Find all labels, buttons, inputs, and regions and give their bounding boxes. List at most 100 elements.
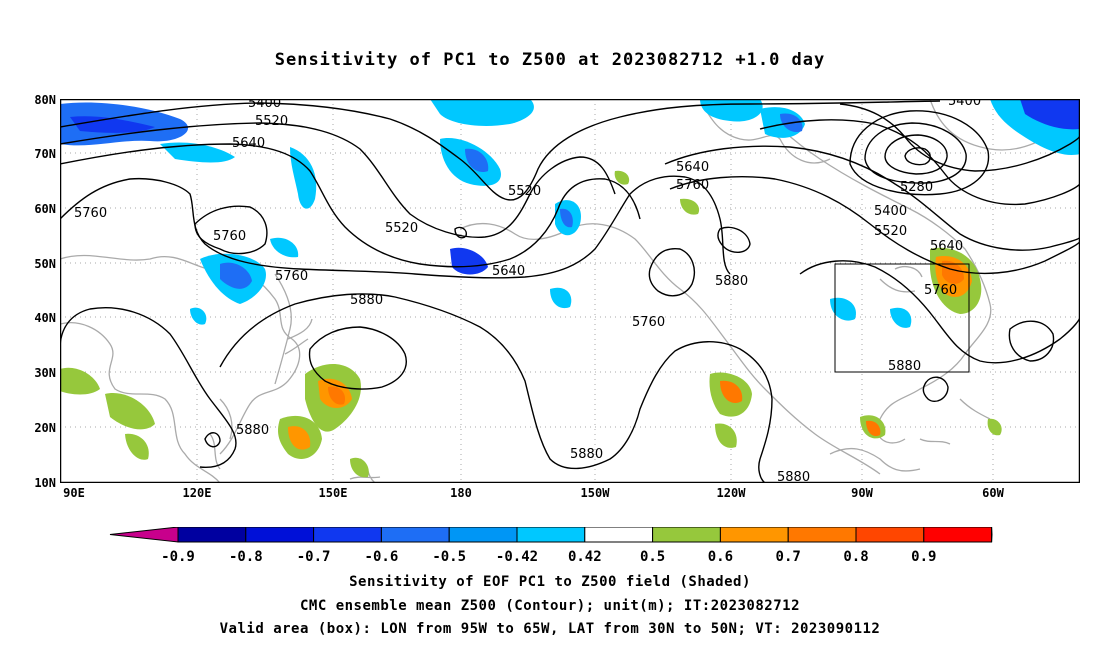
lat-label-10n: 10N — [34, 476, 56, 490]
lon-label-150w: 150W — [580, 486, 610, 500]
contour-5880-asia — [60, 307, 237, 468]
contour-label: 5880 — [888, 359, 921, 374]
lon-label-60w: 60W — [982, 486, 1004, 500]
contour-5160-closed — [864, 122, 967, 184]
colorbar-below-triangle — [109, 527, 179, 543]
colorbar-tick-label: -0.7 — [297, 549, 331, 565]
caption-line-2: CMC ensemble mean Z500 (Contour); unit(m… — [299, 598, 800, 614]
contour-label: 5880 — [715, 274, 748, 289]
contour-label: 5640 — [232, 136, 265, 151]
caribbean-outline — [919, 398, 991, 445]
contour-5400-east — [839, 103, 1080, 172]
contour-label: 5640 — [676, 160, 709, 175]
colorbar-cell-neg07 — [313, 527, 382, 543]
great-lakes — [879, 266, 923, 293]
north-america-west-coast — [459, 222, 881, 475]
colorbar-tick-label: 0.42 — [568, 549, 602, 565]
colorbar-tick-label: 0.5 — [640, 549, 665, 565]
contour-label: 5400 — [248, 99, 281, 111]
contour-label: 5400 — [948, 99, 981, 109]
contour-label: 5760 — [74, 206, 107, 221]
coastlines — [60, 99, 1071, 483]
colorbar-tick-label: 0.9 — [911, 549, 936, 565]
contour-5520-west — [60, 122, 616, 238]
lon-label-90e: 90E — [63, 486, 85, 500]
asia-coast-south — [60, 322, 221, 483]
figure-title: Sensitivity of PC1 to Z500 at 2023082712… — [274, 50, 826, 70]
contour-5880-closed-pacific — [308, 326, 407, 390]
colorbar-cell-neg042 — [516, 527, 586, 543]
lon-label-90w: 90W — [851, 486, 873, 500]
contour-label: 5760 — [676, 178, 709, 193]
japan-islands — [284, 318, 313, 355]
lat-label-60n: 60N — [34, 202, 56, 216]
contour-5880-main — [219, 293, 773, 483]
lat-label-50n: 50N — [34, 257, 56, 271]
contour-5400 — [60, 100, 941, 201]
lon-label-180: 180 — [450, 486, 472, 500]
contour-label: 5760 — [275, 269, 308, 284]
contour-label: 5760 — [924, 283, 957, 298]
contour-label: 5880 — [236, 423, 269, 438]
lat-label-30n: 30N — [34, 366, 56, 380]
lat-label-80n: 80N — [34, 93, 56, 107]
contour-label: 5640 — [930, 239, 963, 254]
lat-label-20n: 20N — [34, 421, 56, 435]
z500-contours — [60, 100, 1080, 483]
caption-line-1: Sensitivity of EOF PC1 to Z500 field (Sh… — [349, 574, 751, 590]
colorbar-tick-label: -0.6 — [365, 549, 399, 565]
contour-5880-east — [799, 260, 1080, 364]
caption-line-3: Valid area (box): LON from 95W to 65W, L… — [219, 621, 881, 637]
contour-5880-closed-atlantic — [1008, 320, 1055, 362]
map-panel: 5400 5520 5640 5760 5520 5520 5640 5760 … — [60, 99, 1080, 483]
contour-label: 5880 — [350, 293, 383, 308]
colorbar-cell-neutral — [584, 527, 654, 543]
valid-area-box — [834, 263, 970, 373]
contour-label: 5880 — [777, 470, 810, 483]
colorbar-tick-label: 0.8 — [843, 549, 868, 565]
contour-label: 5760 — [213, 229, 246, 244]
contour-label: 5520 — [255, 114, 288, 129]
kamchatka-coast — [274, 273, 292, 385]
contour-label: 5760 — [632, 315, 665, 330]
contour-label: 5280 — [900, 180, 933, 195]
contour-closed-small-scs — [204, 432, 221, 448]
contour-labels: 5400 5520 5640 5760 5520 5520 5640 5760 … — [74, 99, 981, 483]
canadian-archipelago — [699, 99, 831, 164]
contour-5520-east — [759, 119, 1080, 206]
lon-label-120w: 120W — [716, 486, 746, 500]
contour-label: 5640 — [492, 264, 525, 279]
colorbar: -0.9 -0.8 -0.7 -0.6 -0.5 -0.42 0.42 0.5 0.6 0.7 0.… — [109, 527, 993, 565]
contour-closed-rockies — [717, 226, 751, 253]
colorbar-tick-label: -0.8 — [229, 549, 263, 565]
map-frame — [60, 99, 1080, 483]
colorbar-cell-pos08 — [923, 527, 993, 543]
lat-label-40n: 40N — [34, 311, 56, 325]
colorbar-cell-neg05 — [448, 527, 518, 543]
contour-label: 5520 — [385, 221, 418, 236]
colorbar-tick-label: 0.7 — [776, 549, 801, 565]
contour-label: 5520 — [874, 224, 907, 239]
contour-label: 5400 — [874, 204, 907, 219]
asia-coast-east — [60, 254, 301, 455]
contour-closed-caribbean — [922, 376, 949, 403]
lat-label-70n: 70N — [34, 147, 56, 161]
colorbar-tick-label: -0.5 — [432, 549, 466, 565]
contour-5760-main — [60, 175, 731, 279]
colorbar-cell-neg08 — [245, 527, 315, 543]
lon-label-150e: 150E — [318, 486, 348, 500]
contour-5040-closed — [884, 134, 948, 175]
colorbar-cell-pos06 — [787, 527, 857, 543]
colorbar-cell-pos042 — [652, 527, 721, 543]
contour-5760-east — [669, 176, 1080, 275]
contour-label: 5520 — [508, 184, 541, 199]
colorbar-tick-label: -0.42 — [496, 549, 538, 565]
colorbar-cell-neg06 — [380, 527, 450, 543]
gulf-coast — [829, 447, 921, 472]
contour-closed-small-180 — [454, 226, 468, 239]
colorbar-cell-pos07 — [855, 527, 925, 543]
negative-sensitivity-shading — [60, 99, 1080, 328]
lon-label-120e: 120E — [182, 486, 212, 500]
colorbar-tick-label: -0.9 — [161, 549, 195, 565]
